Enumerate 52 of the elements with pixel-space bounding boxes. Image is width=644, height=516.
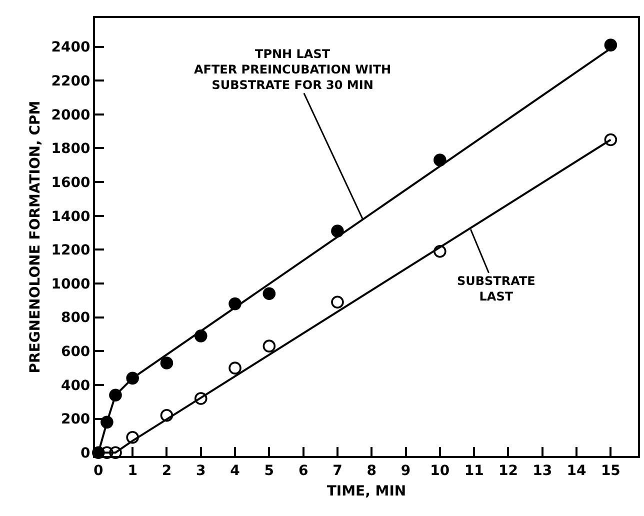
y-tick-label: 600	[60, 344, 90, 360]
point	[160, 356, 174, 370]
point	[262, 340, 276, 352]
y-tick-label: 800	[60, 310, 90, 326]
x-tick-label: 15	[600, 462, 620, 479]
x-tick-label: 5	[264, 462, 274, 479]
point	[126, 431, 139, 444]
y-tick-label: 400	[60, 378, 90, 394]
x-tick-label: 0	[94, 462, 104, 479]
point	[434, 244, 446, 258]
y-axis-title: PREGNENOLONE FORMATION, CPM	[27, 100, 44, 374]
x-tick-label: 6	[298, 462, 308, 479]
y-tick-label: 1600	[51, 174, 90, 191]
x-tick-label: 13	[532, 462, 552, 479]
point	[331, 224, 344, 238]
point	[228, 297, 242, 310]
y-tick-label: 1800	[51, 141, 90, 158]
point	[100, 416, 114, 429]
x-tick-label: 9	[400, 462, 411, 479]
x-tick-label: 7	[332, 462, 342, 479]
point	[262, 287, 276, 300]
x-tick-label: 12	[498, 462, 518, 479]
point	[194, 392, 208, 405]
y-tick-label: 1400	[51, 208, 90, 225]
y-tick-label: 200	[60, 412, 90, 428]
x-tick-label: 11	[464, 462, 484, 479]
x-tick-label: 8	[366, 462, 376, 479]
point	[194, 330, 208, 342]
annotation: SUBSTRATE LAST	[457, 274, 536, 304]
x-axis-title: TIME, MIN	[326, 484, 406, 500]
x-tick-label: 1	[128, 462, 138, 479]
annotation: TPNH LAST AFTER PREINCUBATION WITH SUBSTRATE FOR 30 MIN	[194, 47, 392, 92]
x-tick-label: 3	[196, 462, 206, 479]
x-tick-label: 14	[566, 462, 587, 479]
x-tick-label: 10	[430, 462, 450, 479]
y-tick-label: 1200	[51, 242, 90, 259]
y-tick-label: 2000	[51, 107, 90, 124]
y-tick-label: 2200	[51, 73, 90, 90]
point	[331, 296, 344, 309]
point	[109, 446, 122, 460]
point	[228, 362, 242, 374]
x-tick-label: 4	[230, 462, 240, 479]
point	[126, 372, 139, 385]
point	[434, 154, 446, 166]
y-tick-label: 1000	[51, 276, 90, 292]
x-tick-label: 2	[162, 462, 172, 479]
point	[604, 38, 618, 52]
y-tick-label: 0	[80, 446, 90, 462]
y-tick-label: 2400	[51, 40, 90, 56]
point	[604, 133, 618, 146]
point	[160, 409, 174, 422]
point	[109, 388, 122, 402]
